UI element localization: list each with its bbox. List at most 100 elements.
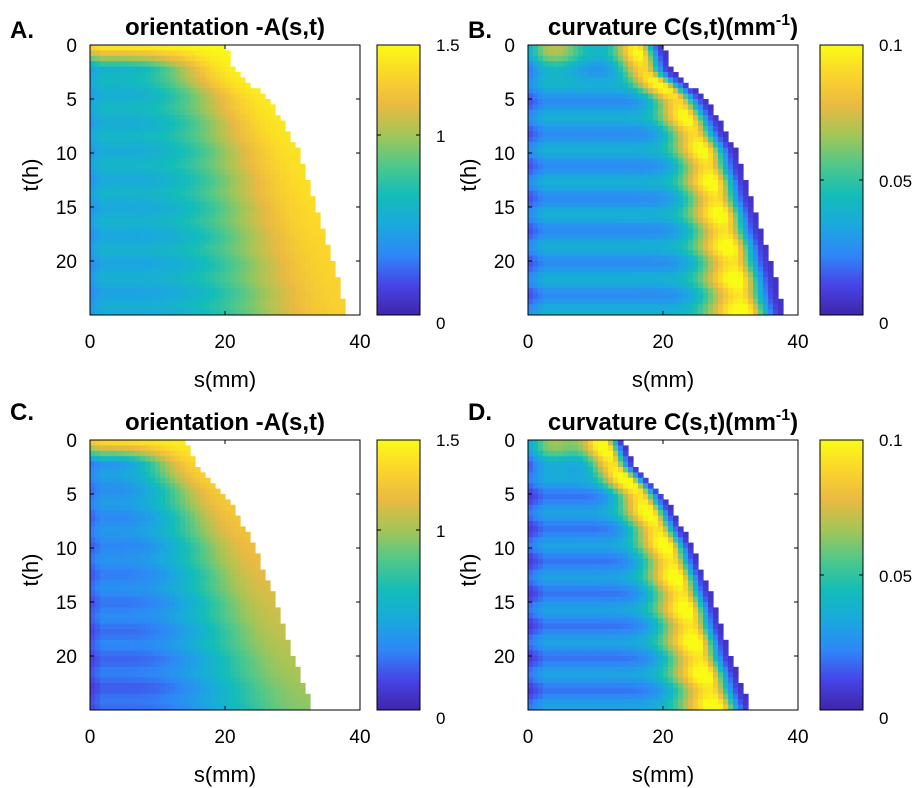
heatmap-cell xyxy=(608,223,614,230)
heatmap-cell xyxy=(250,142,256,149)
heatmap-cell xyxy=(205,180,211,186)
heatmap-cell xyxy=(678,196,684,203)
heatmap-cell xyxy=(703,126,709,132)
heatmap-cell xyxy=(623,217,629,224)
heatmap-cell xyxy=(195,72,201,78)
heatmap-cell xyxy=(225,223,231,230)
heatmap-cell xyxy=(185,180,191,186)
heatmap-cell xyxy=(305,277,311,284)
heatmap-cell xyxy=(733,261,739,267)
heatmap-cell xyxy=(270,282,276,289)
heatmap-cell xyxy=(210,494,216,500)
heatmap-cell xyxy=(170,120,176,127)
heatmap-cell xyxy=(285,282,291,289)
heatmap-cell xyxy=(678,217,684,224)
heatmap-cell xyxy=(573,212,579,219)
heatmap-cell xyxy=(543,298,549,305)
heatmap-cell xyxy=(703,261,709,267)
heatmap-cell xyxy=(748,277,754,284)
heatmap-cell xyxy=(330,271,336,278)
heatmap-cell xyxy=(643,244,649,251)
heatmap-cell xyxy=(205,277,211,284)
heatmap-cell xyxy=(195,298,201,305)
heatmap-cell xyxy=(558,207,564,213)
heatmap-cell xyxy=(568,104,574,111)
heatmap-cell xyxy=(190,277,196,284)
heatmap-cell xyxy=(568,88,574,95)
heatmap-cell xyxy=(603,298,609,305)
heatmap-cell xyxy=(145,147,151,154)
heatmap-cell xyxy=(200,185,206,192)
heatmap-cell xyxy=(290,250,296,257)
heatmap-cell xyxy=(125,99,131,105)
heatmap-cell xyxy=(205,293,211,300)
heatmap-cell xyxy=(553,136,559,143)
heatmap-cell xyxy=(160,163,166,170)
heatmap-cell xyxy=(145,467,151,473)
heatmap-cell xyxy=(205,120,211,127)
heatmap-cell xyxy=(135,228,141,235)
heatmap-cell xyxy=(578,147,584,154)
heatmap-cell xyxy=(255,169,261,176)
heatmap-cell xyxy=(528,277,534,284)
heatmap-cell xyxy=(628,153,634,159)
heatmap-cell xyxy=(150,77,156,84)
heatmap-cell xyxy=(593,82,599,89)
heatmap-cell xyxy=(125,217,131,224)
heatmap-cell xyxy=(733,293,739,300)
heatmap-cell xyxy=(245,293,251,300)
heatmap-cell xyxy=(663,142,669,149)
heatmap-cell xyxy=(230,93,236,100)
heatmap-cell xyxy=(643,201,649,208)
heatmap-cell xyxy=(90,585,96,592)
heatmap-cell xyxy=(678,261,684,267)
heatmap-cell xyxy=(613,109,619,116)
heatmap-cell xyxy=(115,147,121,154)
heatmap-cell xyxy=(678,282,684,289)
heatmap-cell xyxy=(180,217,186,224)
heatmap-cell xyxy=(155,212,161,219)
heatmap-cell xyxy=(688,298,694,305)
heatmap-cell xyxy=(175,115,181,122)
heatmap-cell xyxy=(175,72,181,78)
heatmap-cell xyxy=(150,239,156,246)
heatmap-cell xyxy=(538,261,544,267)
heatmap-cell xyxy=(235,99,241,105)
heatmap-cell xyxy=(250,228,256,235)
heatmap-cell xyxy=(573,72,579,78)
heatmap-cell xyxy=(673,115,679,122)
heatmap-cell xyxy=(698,234,704,240)
heatmap-cell xyxy=(723,282,729,289)
heatmap-cell xyxy=(285,163,291,170)
heatmap-cell xyxy=(230,212,236,219)
heatmap-cell xyxy=(573,180,579,186)
heatmap-cell xyxy=(170,548,176,554)
heatmap-cell xyxy=(150,72,156,78)
heatmap-cell xyxy=(708,131,714,138)
heatmap-cell xyxy=(633,234,639,240)
heatmap-cell xyxy=(713,255,719,262)
heatmap-cell xyxy=(578,309,584,315)
heatmap-cell xyxy=(330,282,336,289)
heatmap-cell xyxy=(90,169,96,176)
heatmap-cell xyxy=(305,288,311,294)
heatmap-cell xyxy=(170,515,176,522)
heatmap-cell xyxy=(200,483,206,490)
heatmap-cell xyxy=(553,255,559,262)
heatmap-cell xyxy=(135,456,141,463)
heatmap-cell xyxy=(563,271,569,278)
heatmap-cell xyxy=(145,207,151,213)
heatmap-cell xyxy=(90,207,96,213)
heatmap-cell xyxy=(205,244,211,251)
heatmap-cell xyxy=(623,266,629,273)
heatmap-cell xyxy=(608,115,614,122)
heatmap-cell xyxy=(678,293,684,300)
heatmap-cell xyxy=(603,212,609,219)
heatmap-cell xyxy=(598,55,604,62)
heatmap-cell xyxy=(100,510,106,517)
heatmap-cell xyxy=(200,510,206,517)
heatmap-cell xyxy=(215,136,221,143)
heatmap-cell xyxy=(115,450,121,457)
heatmap-cell xyxy=(220,548,226,554)
heatmap-cell xyxy=(290,293,296,300)
